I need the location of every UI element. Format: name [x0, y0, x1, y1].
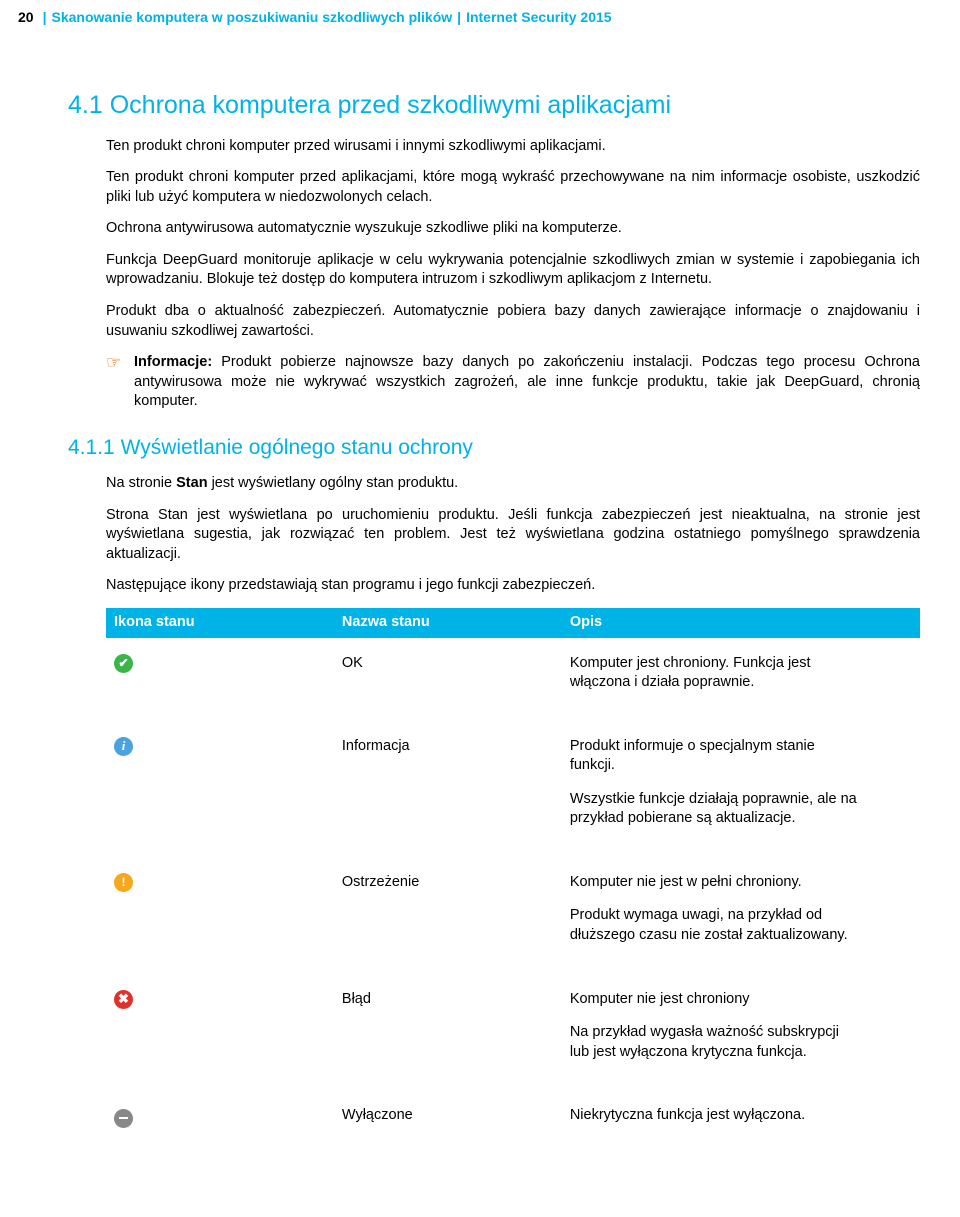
page-number: 20	[0, 8, 40, 27]
desc-para: Komputer nie jest chroniony	[570, 990, 860, 1010]
section-para: Produkt dba o aktualność zabezpieczeń. A…	[106, 302, 920, 341]
section-para: Ten produkt chroni komputer przed wirusa…	[106, 137, 920, 157]
disabled-icon	[114, 1109, 133, 1128]
desc-para: Niekrytyczna funkcja jest wyłączona.	[570, 1106, 860, 1126]
section-body: Ten produkt chroni komputer przed wirusa…	[68, 137, 920, 412]
status-desc: Komputer jest chroniony. Funkcja jest wł…	[562, 638, 920, 721]
status-desc: Niekrytyczna funkcja jest wyłączona.	[562, 1090, 920, 1155]
info-icon: i	[114, 737, 133, 756]
status-name: Informacja	[334, 721, 562, 857]
page-content: 4.1 Ochrona komputera przed szkodliwymi …	[0, 33, 960, 1186]
desc-para: Produkt wymaga uwagi, na przykład od dłu…	[570, 906, 860, 945]
status-desc: Produkt informuje o specjalnym stanie fu…	[562, 721, 920, 857]
desc-para: Na przykład wygasła ważność subskrypcji …	[570, 1023, 860, 1062]
section-heading: 4.1 Ochrona komputera przed szkodliwymi …	[68, 89, 920, 123]
status-name: OK	[334, 638, 562, 721]
info-note-text: Informacje: Produkt pobierze najnowsze b…	[134, 353, 920, 412]
breadcrumb-product: Internet Security 2015	[464, 8, 614, 27]
subsection-number: 4.1.1	[68, 436, 115, 459]
section-number: 4.1	[68, 91, 103, 119]
ok-icon: ✔	[114, 654, 133, 673]
table-header-row: Ikona stanu Nazwa stanu Opis	[106, 608, 920, 638]
status-desc: Komputer nie jest chroniony Na przykład …	[562, 974, 920, 1091]
desc-para: Produkt informuje o specjalnym stanie fu…	[570, 737, 860, 776]
section-para: Ten produkt chroni komputer przed aplika…	[106, 168, 920, 207]
text: Na stronie	[106, 475, 176, 491]
breadcrumb-sep: |	[40, 8, 50, 27]
error-icon: ✖	[114, 990, 133, 1009]
subsection-body: Na stronie Stan jest wyświetlany ogólny …	[68, 474, 920, 1155]
text: jest wyświetlany ogólny stan produktu.	[208, 475, 459, 491]
desc-para: Komputer jest chroniony. Funkcja jest wł…	[570, 654, 860, 693]
breadcrumb-section: Skanowanie komputera w poszukiwaniu szko…	[50, 8, 455, 27]
section-para: Funkcja DeepGuard monitoruje aplikacje w…	[106, 251, 920, 290]
table-header-name: Nazwa stanu	[334, 608, 562, 638]
table-row: ! Ostrzeżenie Komputer nie jest w pełni …	[106, 857, 920, 974]
status-name: Błąd	[334, 974, 562, 1091]
status-table: Ikona stanu Nazwa stanu Opis ✔ OK Komput…	[106, 608, 920, 1156]
info-note-label: Informacje:	[134, 354, 212, 370]
status-name: Wyłączone	[334, 1090, 562, 1155]
subsection-para: Na stronie Stan jest wyświetlany ogólny …	[106, 474, 920, 494]
table-row: ✖ Błąd Komputer nie jest chroniony Na pr…	[106, 974, 920, 1091]
table-header-icon: Ikona stanu	[106, 608, 334, 638]
desc-para: Komputer nie jest w pełni chroniony.	[570, 873, 860, 893]
table-row: Wyłączone Niekrytyczna funkcja jest wyłą…	[106, 1090, 920, 1155]
info-note-body: Produkt pobierze najnowsze bazy danych p…	[134, 354, 920, 409]
status-desc: Komputer nie jest w pełni chroniony. Pro…	[562, 857, 920, 974]
status-name: Ostrzeżenie	[334, 857, 562, 974]
table-row: i Informacja Produkt informuje o specjal…	[106, 721, 920, 857]
subsection-heading: 4.1.1 Wyświetlanie ogólnego stanu ochron…	[68, 434, 920, 462]
section-para: Ochrona antywirusowa automatycznie wyszu…	[106, 219, 920, 239]
info-note: ☞ Informacje: Produkt pobierze najnowsze…	[106, 353, 920, 412]
page-header: 20 | Skanowanie komputera w poszukiwaniu…	[0, 0, 960, 33]
subsection-title: Wyświetlanie ogólnego stanu ochrony	[121, 436, 473, 459]
pointing-hand-icon: ☞	[106, 353, 134, 373]
table-header-desc: Opis	[562, 608, 920, 638]
bold-term: Stan	[176, 475, 207, 491]
section-title: Ochrona komputera przed szkodliwymi apli…	[110, 91, 671, 119]
warning-icon: !	[114, 873, 133, 892]
subsection-para: Następujące ikony przedstawiają stan pro…	[106, 576, 920, 596]
desc-para: Wszystkie funkcje działają poprawnie, al…	[570, 790, 860, 829]
table-row: ✔ OK Komputer jest chroniony. Funkcja je…	[106, 638, 920, 721]
breadcrumb-sep: |	[454, 8, 464, 27]
subsection-para: Strona Stan jest wyświetlana po uruchomi…	[106, 506, 920, 565]
